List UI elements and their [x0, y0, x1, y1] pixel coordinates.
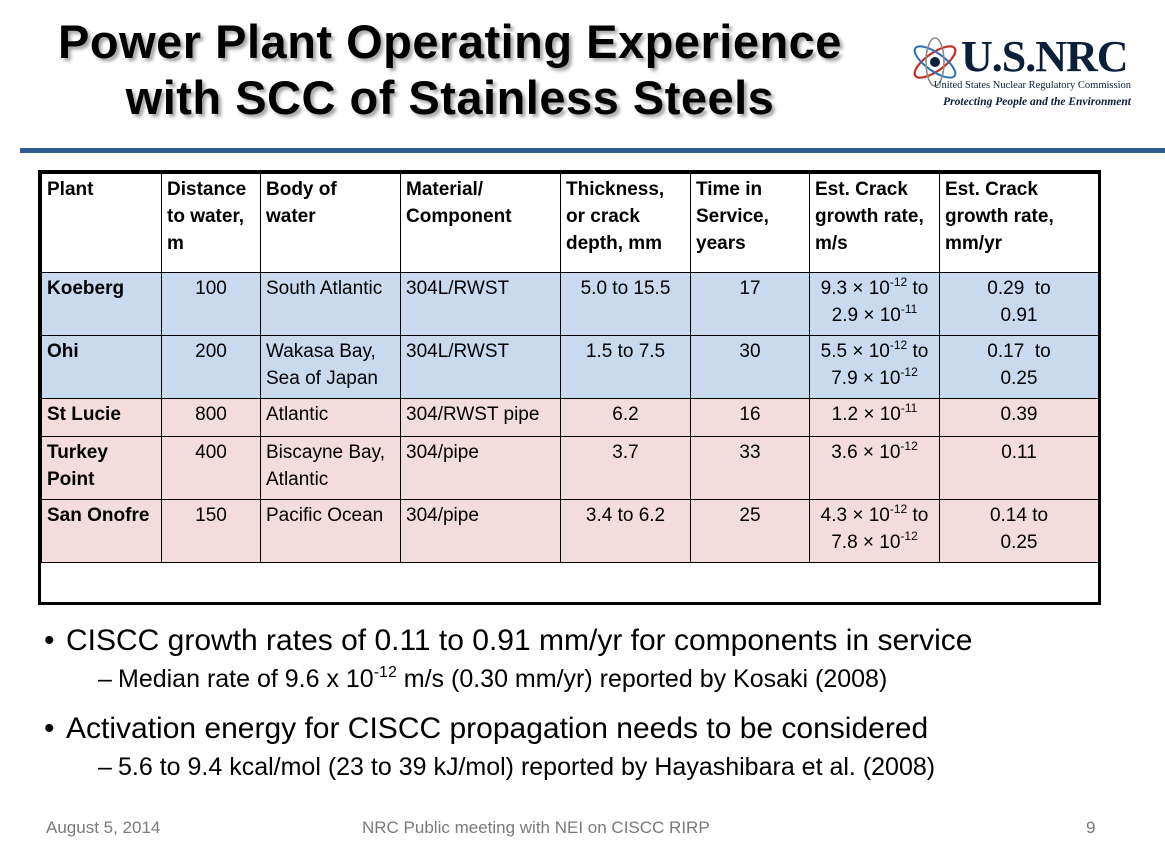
cell-time: 25 [690, 499, 810, 563]
cell-material: 304L/RWST [400, 272, 561, 336]
header-growth-rate-ms: Est. Crack growth rate, m/s [809, 173, 940, 273]
dash-icon: – [98, 753, 112, 781]
cell-plant: St Lucie [41, 398, 162, 437]
footer-meeting: NRC Public meeting with NEI on CISCC RIR… [362, 818, 710, 837]
sub-bullet-item: – Median rate of 9.6 x 10-12 m/s (0.30 mm… [98, 662, 1154, 696]
cell-rate-mmyr: 0.17 to 0.25 [939, 335, 1099, 399]
cell-rate-mmyr: 0.11 [939, 436, 1099, 500]
cell-rate-mmyr: 0.14 to 0.25 [939, 499, 1099, 563]
table-row: San Onofre 150 Pacific Ocean 304/pipe 3.… [41, 499, 1099, 563]
nrc-logo-tagline: Protecting People and the Environment [943, 96, 1131, 108]
cell-thickness: 5.0 to 15.5 [560, 272, 691, 336]
cell-plant: Ohi [41, 335, 162, 399]
table-row: Turkey Point 400 Biscayne Bay, Atlantic 3… [41, 436, 1099, 500]
footer-date: August 5, 2014 [46, 818, 161, 837]
slide-title: Power Plant Operating Experience with SC… [0, 14, 900, 126]
cell-water: Pacific Ocean [260, 499, 401, 563]
nrc-logo-mark: U.S.NRC [961, 32, 1129, 81]
bullet-item: • CISCC growth rates of 0.11 to 0.91 mm/y… [44, 622, 1154, 660]
title-divider [20, 148, 1165, 153]
bullet-item: • Activation energy for CISCC propagation… [44, 710, 1154, 748]
cell-rate-ms: 9.3 × 10-12 to 2.9 × 10-11 [809, 272, 940, 336]
cell-time: 16 [690, 398, 810, 437]
sub-bullet-item: –5.6 to 9.4 kcal/mol (23 to 39 kJ/mol) r… [98, 750, 1154, 784]
cell-time: 33 [690, 436, 810, 500]
cell-distance: 150 [161, 499, 261, 563]
header-time-in-service: Time in Service, years [690, 173, 810, 273]
footer-page-number: 9 [1086, 818, 1096, 837]
cell-water: South Atlantic [260, 272, 401, 336]
cell-material: 304/pipe [400, 436, 561, 500]
cell-distance: 400 [161, 436, 261, 500]
cell-material: 304/RWST pipe [400, 398, 561, 437]
cell-rate-mmyr: 0.39 [939, 398, 1099, 437]
cell-thickness: 3.7 [560, 436, 691, 500]
cell-water: Wakasa Bay, Sea of Japan [260, 335, 401, 399]
cell-distance: 100 [161, 272, 261, 336]
cell-rate-ms: 5.5 × 10-12 to 7.9 × 10-12 [809, 335, 940, 399]
cell-time: 30 [690, 335, 810, 399]
cell-thickness: 3.4 to 6.2 [560, 499, 691, 563]
cell-rate-ms: 1.2 × 10-11 [809, 398, 940, 437]
cell-time: 17 [690, 272, 810, 336]
scc-experience-table: Plant Distance to water, m Body of water Ma… [38, 170, 1101, 605]
cell-distance: 200 [161, 335, 261, 399]
bullet-dot-icon: • [44, 624, 55, 657]
cell-plant: Turkey Point [41, 436, 162, 500]
cell-water: Biscayne Bay, Atlantic [260, 436, 401, 500]
dash-icon: – [98, 665, 112, 693]
bullet-list: • CISCC growth rates of 0.11 to 0.91 mm/y… [44, 622, 1154, 798]
cell-rate-ms: 3.6 × 10-12 [809, 436, 940, 500]
cell-rate-ms: 4.3 × 10-12 to 7.8 × 10-12 [809, 499, 940, 563]
slide-title-line-1: Power Plant Operating Experience [58, 15, 842, 68]
header-body-of-water: Body of water [260, 173, 401, 273]
nrc-logo: U.S.NRC United States Nuclear Regulatory… [905, 32, 1135, 117]
header-thickness: Thickness, or crack depth, mm [560, 173, 691, 273]
nrc-logo-org: United States Nuclear Regulatory Commiss… [933, 80, 1131, 91]
slide-title-line-2: with SCC of Stainless Steels [125, 71, 775, 124]
header-growth-rate-mmyr: Est. Crack growth rate, mm/yr [939, 173, 1099, 273]
table-row: St Lucie 800 Atlantic 304/RWST pipe 6.2 … [41, 398, 1099, 437]
cell-plant: San Onofre [41, 499, 162, 563]
atom-icon [913, 37, 957, 87]
cell-thickness: 6.2 [560, 398, 691, 437]
header-material: Material/Component [400, 173, 561, 273]
cell-plant: Koeberg [41, 272, 162, 336]
cell-rate-mmyr: 0.29 to 0.91 [939, 272, 1099, 336]
table-row: Koeberg 100 South Atlantic 304L/RWST 5.0… [41, 272, 1099, 336]
table-row: Ohi 200 Wakasa Bay, Sea of Japan 304L/RWS… [41, 335, 1099, 399]
header-plant: Plant [41, 173, 162, 273]
cell-material: 304/pipe [400, 499, 561, 563]
table-header-row: Plant Distance to water, m Body of water Ma… [41, 173, 1099, 273]
cell-distance: 800 [161, 398, 261, 437]
cell-thickness: 1.5 to 7.5 [560, 335, 691, 399]
cell-material: 304L/RWST [400, 335, 561, 399]
header-distance: Distance to water, m [161, 173, 261, 273]
bullet-dot-icon: • [44, 712, 55, 745]
cell-water: Atlantic [260, 398, 401, 437]
